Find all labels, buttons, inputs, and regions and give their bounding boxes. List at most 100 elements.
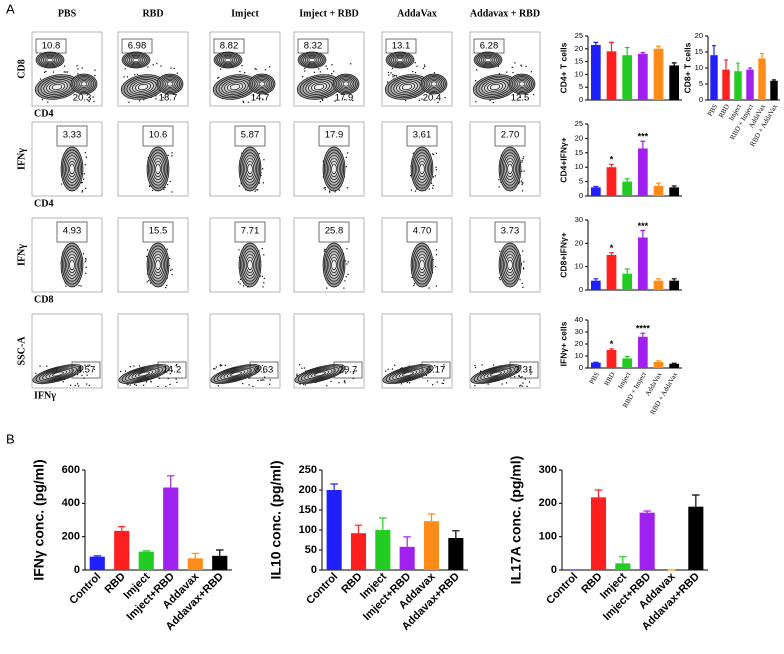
event-dot [520,65,523,67]
event-dot [428,287,430,289]
contour [137,83,149,91]
event-dot [88,100,90,102]
event-dot [93,100,95,102]
y-tick-label: 5 [579,177,583,186]
event-dot [213,368,215,370]
y-tick-label: 250 [299,464,317,476]
event-dot [408,365,410,367]
event-dot [344,98,346,101]
event-dot [149,282,152,284]
event-dot [492,364,495,366]
y-axis-label: IFNγ [16,148,27,170]
gate-value: 4.93 [63,226,82,237]
y-tick-label: 0 [579,95,583,104]
y-tick-label: 600 [62,464,80,476]
event-dot [263,371,265,373]
event-dot [518,183,520,185]
event-dot [146,273,149,275]
event-dot [77,68,79,70]
event-dot [166,248,168,250]
contour [419,163,425,175]
event-dot [444,96,446,99]
error-bar [117,526,126,531]
event-dot [476,69,478,71]
gate-value: 20.3 [73,93,92,104]
event-dot [88,384,90,386]
y-tick-label: 25 [575,119,583,128]
error-bar [772,79,776,81]
gate [473,38,505,54]
y-tick-label: 5 [699,79,703,88]
event-dot [35,372,37,374]
event-dot [430,182,433,184]
event-dot [525,65,527,67]
gate-value: 6.28 [480,41,499,52]
event-dot [238,185,241,187]
event-dot [303,383,305,386]
plot-frame [469,313,541,389]
gate-value: 25.8 [325,226,344,237]
y-tick-label: 10 [575,351,583,360]
event-dot [391,67,394,69]
event-dot [89,364,91,366]
event-dot [522,268,525,270]
event-dot [388,74,390,76]
x-axis-label: IFNγ [34,390,56,401]
event-dot [522,158,524,160]
event-dot [239,70,241,73]
y-tick-label: 10 [575,262,583,271]
event-dot [94,69,96,71]
event-dot [519,385,521,387]
event-dot [296,375,298,377]
event-dot [45,70,47,73]
bar [350,533,367,570]
event-dot [325,65,327,67]
event-dot [474,385,476,387]
plot-frame [117,121,189,197]
event-dot [83,173,85,175]
error-bar [736,62,740,72]
event-dot [62,381,64,383]
gate [213,38,245,54]
gate [297,38,329,54]
gate-value: 18.7 [159,93,178,104]
gate-value: 4.70 [413,226,432,237]
event-dot [149,184,151,186]
event-dot [392,74,394,76]
y-tick-label: 15 [575,148,583,157]
event-dot [167,184,169,186]
gate-value: 14.2 [163,365,182,376]
event-dot [126,76,129,78]
error-bar [656,360,661,362]
event-dot [506,71,508,73]
contour [331,259,337,271]
contour [258,81,266,87]
x-axis-label: CD4 [34,198,53,209]
event-dot [269,379,271,381]
contour [402,371,414,377]
plot-frame [117,313,189,389]
error-bar [656,182,661,186]
event-dot [428,188,430,190]
event-dot [150,380,152,382]
event-dot [435,152,437,154]
contour [229,83,241,91]
bar [653,280,664,290]
contour [308,57,316,63]
event-dot [125,370,127,372]
gate-value: 3.61 [413,130,432,141]
gate-value: 3.31 [515,365,534,376]
event-dot [301,367,303,369]
event-dot [520,180,523,182]
event-dot [264,69,267,71]
event-dot [347,152,349,154]
event-dot [81,67,83,69]
event-dot [442,367,445,369]
event-dot [299,383,301,385]
gate-value: 6.98 [128,41,147,52]
event-dot [264,376,266,378]
event-dot [523,261,525,263]
event-dot [165,287,167,289]
plot-frame [469,31,541,107]
event-dot [474,364,476,367]
